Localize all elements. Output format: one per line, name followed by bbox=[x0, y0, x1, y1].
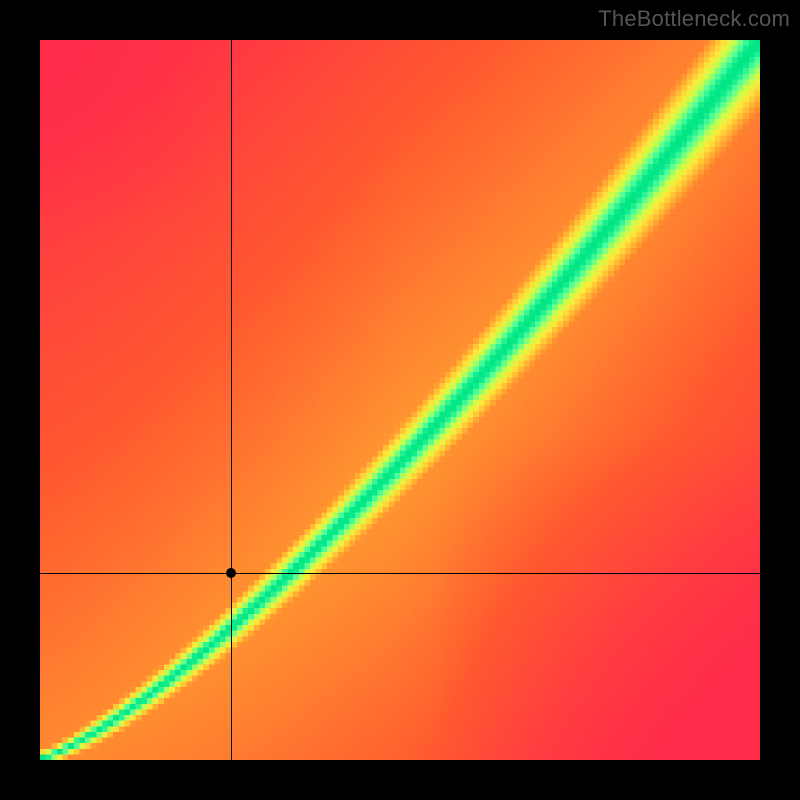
marker-dot bbox=[226, 568, 236, 578]
watermark-text: TheBottleneck.com bbox=[598, 6, 790, 32]
chart-container: TheBottleneck.com bbox=[0, 0, 800, 800]
crosshair-horizontal bbox=[40, 573, 760, 574]
heatmap-canvas bbox=[40, 40, 760, 760]
plot-frame bbox=[40, 40, 760, 760]
crosshair-vertical bbox=[231, 40, 232, 760]
